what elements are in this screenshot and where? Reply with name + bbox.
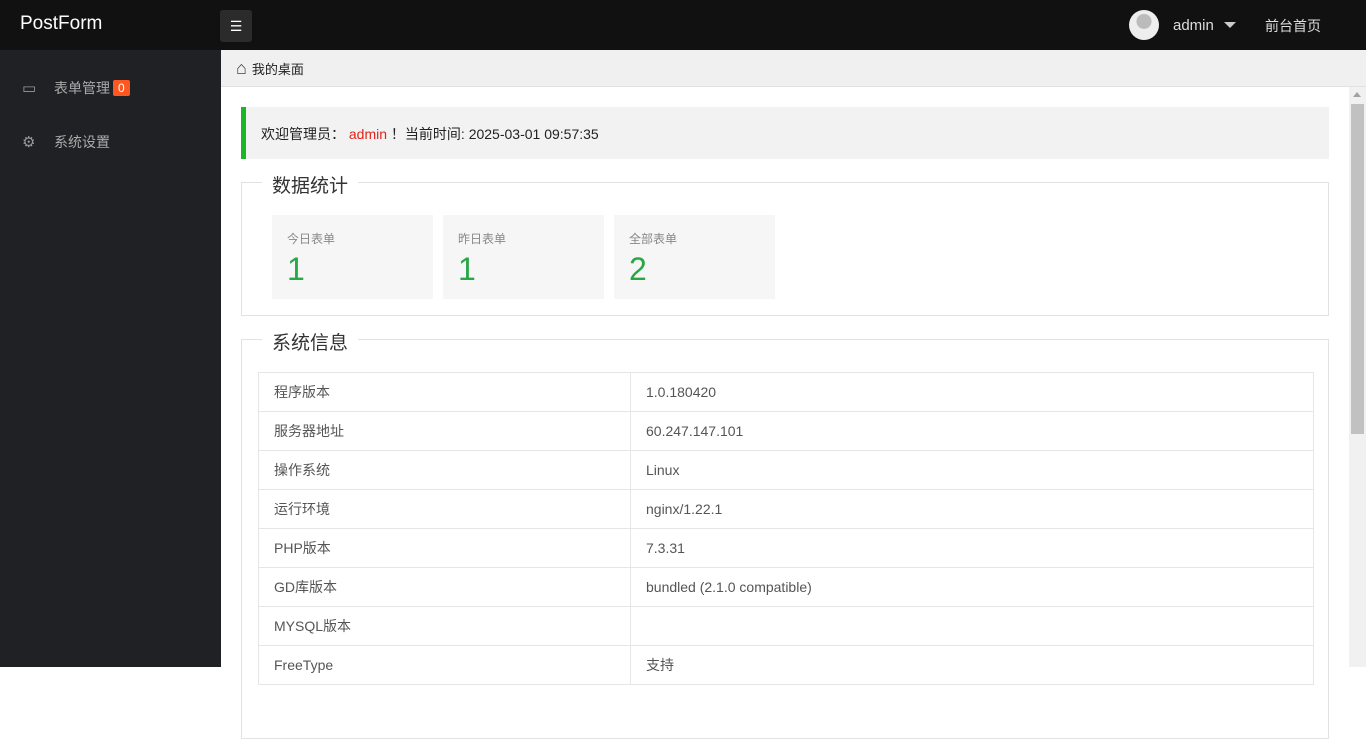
info-key: 运行环境	[258, 489, 631, 529]
top-header: PostForm ☰ admin 前台首页	[0, 0, 1366, 50]
stat-card-yesterday: 昨日表单 1	[443, 215, 604, 299]
front-home-link[interactable]: 前台首页	[1265, 18, 1321, 34]
stat-value: 1	[458, 251, 476, 287]
avatar	[1129, 10, 1159, 40]
welcome-prefix: 欢迎管理员：	[261, 126, 345, 142]
sidebar-item-label: 系统设置	[54, 134, 110, 150]
info-value: 1.0.180420	[630, 372, 1314, 412]
hamburger-icon: ☰	[229, 17, 243, 34]
info-value: 支持	[630, 645, 1314, 685]
table-row: 程序版本 1.0.180420	[258, 372, 1314, 412]
info-value	[630, 606, 1314, 646]
info-key: 程序版本	[258, 372, 631, 412]
menu-toggle-button[interactable]: ☰	[220, 10, 252, 42]
stat-card-today: 今日表单 1	[272, 215, 433, 299]
table-row: GD库版本 bundled (2.1.0 compatible)	[258, 567, 1314, 607]
username: admin	[1173, 16, 1214, 34]
stat-label: 昨日表单	[458, 232, 507, 246]
sysinfo-section: 系统信息 程序版本 1.0.180420 服务器地址 60.247.147.101 操作…	[241, 328, 1329, 739]
info-value: 7.3.31	[630, 528, 1314, 568]
table-row: 服务器地址 60.247.147.101	[258, 411, 1314, 451]
info-value: bundled (2.1.0 compatible)	[630, 567, 1314, 607]
message-icon: ▭	[22, 80, 37, 97]
caret-down-icon	[1223, 22, 1236, 28]
stats-section: 数据统计 今日表单 1 昨日表单 1 全部表单 2	[241, 171, 1329, 316]
info-value: nginx/1.22.1	[630, 489, 1314, 529]
sidebar-item-label: 表单管理	[54, 80, 110, 96]
info-key: MYSQL版本	[258, 606, 631, 646]
logo[interactable]: PostForm	[20, 13, 103, 34]
info-key: 操作系统	[258, 450, 631, 490]
welcome-banner: 欢迎管理员： admin ！当前时间: 2025-03-01 09:57:35	[241, 107, 1329, 159]
sysinfo-table: 程序版本 1.0.180420 服务器地址 60.247.147.101 操作系统 Lin…	[258, 372, 1314, 685]
sidebar-item-settings[interactable]: ⚙ 系统设置	[22, 132, 110, 152]
info-key: FreeType	[258, 645, 631, 685]
info-value: Linux	[630, 450, 1314, 490]
home-icon[interactable]: ⌂	[236, 57, 247, 78]
stat-value: 1	[287, 251, 305, 287]
section-title: 数据统计	[262, 171, 359, 198]
scrollbar[interactable]	[1349, 87, 1366, 667]
scrollbar-thumb[interactable]	[1351, 104, 1364, 434]
stat-label: 今日表单	[287, 232, 336, 246]
breadcrumb: ⌂ 我的桌面	[221, 50, 1366, 87]
table-row: PHP版本 7.3.31	[258, 528, 1314, 568]
table-row: MYSQL版本	[258, 606, 1314, 646]
stat-card-total: 全部表单 2	[614, 215, 775, 299]
user-menu[interactable]: admin	[1129, 10, 1236, 40]
sidebar-item-forms[interactable]: ▭ 表单管理 0	[22, 78, 130, 98]
sidebar: ▭ 表单管理 0 ⚙ 系统设置	[0, 50, 221, 667]
breadcrumb-tab[interactable]: 我的桌面	[251, 61, 304, 77]
gear-icon: ⚙	[22, 134, 36, 151]
stat-value: 2	[629, 251, 647, 287]
table-row: 操作系统 Linux	[258, 450, 1314, 490]
section-title: 系统信息	[262, 328, 359, 355]
welcome-user: admin	[348, 126, 388, 142]
stat-label: 全部表单	[629, 232, 678, 246]
table-row: FreeType 支持	[258, 645, 1314, 685]
count-badge: 0	[113, 80, 130, 96]
info-value: 60.247.147.101	[630, 411, 1314, 451]
info-key: PHP版本	[258, 528, 631, 568]
info-key: 服务器地址	[258, 411, 631, 451]
scroll-up-icon[interactable]	[1353, 92, 1361, 97]
welcome-time: ！当前时间: 2025-03-01 09:57:35	[390, 126, 599, 142]
table-row: 运行环境 nginx/1.22.1	[258, 489, 1314, 529]
info-key: GD库版本	[258, 567, 631, 607]
